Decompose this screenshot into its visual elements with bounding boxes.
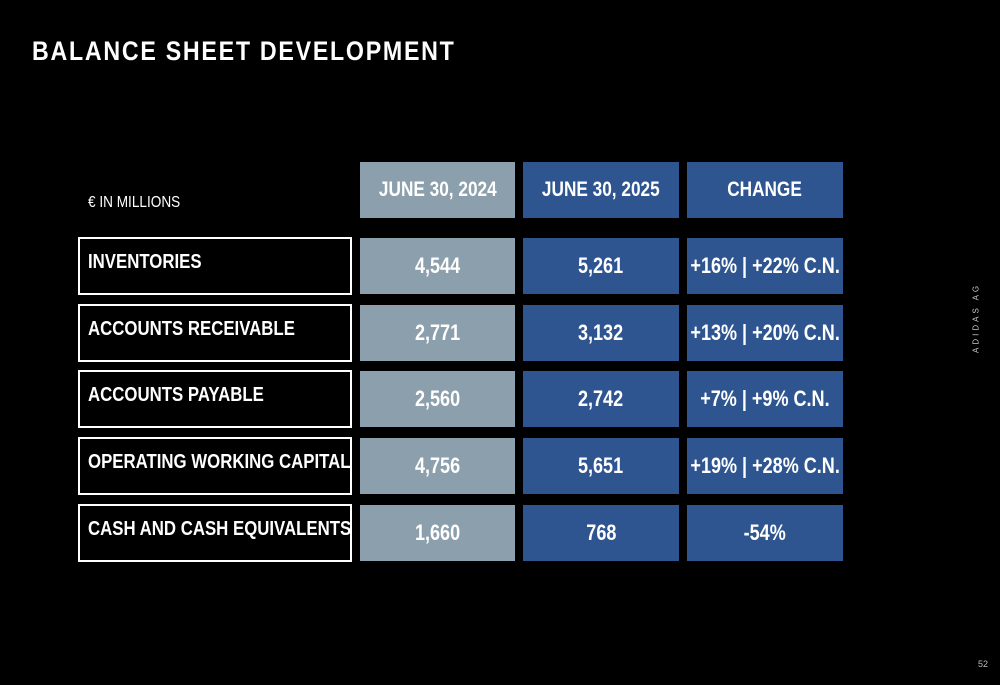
- value-2024-accounts-receivable: 2,771: [360, 305, 515, 361]
- value-2024-operating-working-capital: 4,756: [360, 438, 515, 494]
- side-company-name: ADIDAS AG: [971, 282, 981, 353]
- unit-label: € IN MILLIONS: [88, 194, 181, 211]
- row-label-accounts-receivable: ACCOUNTS RECEIVABLE: [78, 304, 352, 362]
- row-label-accounts-payable: ACCOUNTS PAYABLE: [78, 370, 352, 428]
- change-accounts-receivable: +13% | +20% C.N.: [687, 305, 843, 361]
- header-june-2025: JUNE 30, 2025: [523, 162, 679, 218]
- row-label-operating-working-capital: OPERATING WORKING CAPITAL: [78, 437, 352, 495]
- value-2025-accounts-payable: 2,742: [523, 371, 679, 427]
- value-2025-inventories: 5,261: [523, 238, 679, 294]
- value-2024-accounts-payable: 2,560: [360, 371, 515, 427]
- change-accounts-payable: +7% | +9% C.N.: [687, 371, 843, 427]
- value-2024-cash-and-cash-equivalents: 1,660: [360, 505, 515, 561]
- row-label-cash-and-cash-equivalents: CASH AND CASH EQUIVALENTS: [78, 504, 352, 562]
- header-change: CHANGE: [687, 162, 843, 218]
- change-inventories: +16% | +22% C.N.: [687, 238, 843, 294]
- row-label-inventories: INVENTORIES: [78, 237, 352, 295]
- value-2024-inventories: 4,544: [360, 238, 515, 294]
- change-cash-and-cash-equivalents: -54%: [687, 505, 843, 561]
- change-operating-working-capital: +19% | +28% C.N.: [687, 438, 843, 494]
- header-june-2024: JUNE 30, 2024: [360, 162, 515, 218]
- page-number: 52: [977, 659, 988, 669]
- value-2025-operating-working-capital: 5,651: [523, 438, 679, 494]
- value-2025-accounts-receivable: 3,132: [523, 305, 679, 361]
- page-title: BALANCE SHEET DEVELOPMENT: [32, 36, 456, 66]
- value-2025-cash-and-cash-equivalents: 768: [523, 505, 679, 561]
